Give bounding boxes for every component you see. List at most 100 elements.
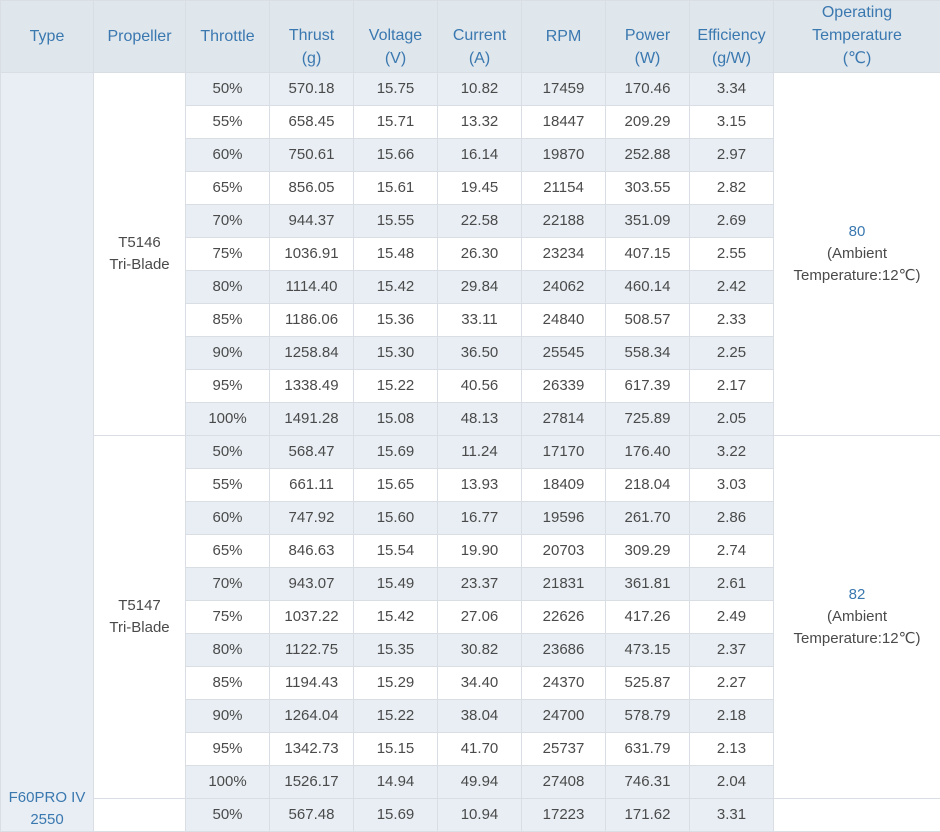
- header-temperature-unit: (℃): [774, 47, 940, 70]
- throttle-cell: 100%: [186, 403, 270, 436]
- power-cell: 460.14: [606, 271, 690, 304]
- thrust-cell: 1037.22: [270, 601, 354, 634]
- thrust-cell: 658.45: [270, 106, 354, 139]
- power-cell: 617.39: [606, 370, 690, 403]
- current-cell: 10.82: [438, 73, 522, 106]
- voltage-cell: 15.60: [354, 502, 438, 535]
- rpm-cell: 27408: [522, 766, 606, 799]
- efficiency-cell: 3.22: [690, 436, 774, 469]
- current-cell: 19.45: [438, 172, 522, 205]
- rpm-cell: 19870: [522, 139, 606, 172]
- rpm-cell: 17223: [522, 799, 606, 832]
- header-rpm: RPM: [522, 1, 606, 73]
- voltage-cell: 15.75: [354, 73, 438, 106]
- rpm-cell: 24370: [522, 667, 606, 700]
- thrust-cell: 1342.73: [270, 733, 354, 766]
- throttle-cell: 80%: [186, 634, 270, 667]
- efficiency-cell: 2.97: [690, 139, 774, 172]
- power-cell: 309.29: [606, 535, 690, 568]
- current-cell: 41.70: [438, 733, 522, 766]
- header-type: Type: [1, 1, 94, 73]
- thrust-cell: 1264.04: [270, 700, 354, 733]
- header-current-label: Current: [438, 24, 521, 47]
- header-thrust-label: Thrust: [270, 24, 353, 47]
- throttle-cell: 50%: [186, 799, 270, 832]
- header-efficiency: Efficiency (g/W): [690, 1, 774, 73]
- efficiency-cell: 3.34: [690, 73, 774, 106]
- throttle-cell: 75%: [186, 601, 270, 634]
- voltage-cell: 15.69: [354, 799, 438, 832]
- thrust-cell: 1194.43: [270, 667, 354, 700]
- current-cell: 26.30: [438, 238, 522, 271]
- efficiency-cell: 2.61: [690, 568, 774, 601]
- header-propeller: Propeller: [94, 1, 186, 73]
- header-thrust: Thrust (g): [270, 1, 354, 73]
- temperature-note: (Ambient: [774, 243, 940, 265]
- power-cell: 218.04: [606, 469, 690, 502]
- current-cell: 27.06: [438, 601, 522, 634]
- header-current-unit: (A): [438, 47, 521, 70]
- voltage-cell: 15.29: [354, 667, 438, 700]
- efficiency-cell: 2.33: [690, 304, 774, 337]
- rpm-cell: 25545: [522, 337, 606, 370]
- throttle-cell: 95%: [186, 370, 270, 403]
- voltage-cell: 15.08: [354, 403, 438, 436]
- thrust-cell: 750.61: [270, 139, 354, 172]
- rpm-cell: 18447: [522, 106, 606, 139]
- power-cell: 171.62: [606, 799, 690, 832]
- efficiency-cell: 3.15: [690, 106, 774, 139]
- power-cell: 631.79: [606, 733, 690, 766]
- header-row: Type Propeller Throttle Thrust (g) Volta…: [1, 1, 940, 73]
- throttle-cell: 90%: [186, 337, 270, 370]
- current-cell: 16.14: [438, 139, 522, 172]
- power-cell: 407.15: [606, 238, 690, 271]
- throttle-cell: 85%: [186, 667, 270, 700]
- efficiency-cell: 2.17: [690, 370, 774, 403]
- propeller-label-line: Tri-Blade: [94, 617, 185, 639]
- header-voltage: Voltage (V): [354, 1, 438, 73]
- voltage-cell: 15.30: [354, 337, 438, 370]
- operating-temperature-cell: [774, 799, 940, 832]
- throttle-cell: 95%: [186, 733, 270, 766]
- throttle-cell: 100%: [186, 766, 270, 799]
- current-cell: 38.04: [438, 700, 522, 733]
- efficiency-cell: 2.27: [690, 667, 774, 700]
- throttle-cell: 50%: [186, 73, 270, 106]
- voltage-cell: 14.94: [354, 766, 438, 799]
- rpm-cell: 17459: [522, 73, 606, 106]
- efficiency-cell: 3.31: [690, 799, 774, 832]
- temperature-value: 82: [774, 584, 940, 606]
- throttle-cell: 65%: [186, 172, 270, 205]
- current-cell: 23.37: [438, 568, 522, 601]
- temperature-note: Temperature:12℃): [774, 628, 940, 650]
- voltage-cell: 15.22: [354, 700, 438, 733]
- header-current: Current (A): [438, 1, 522, 73]
- thrust-cell: 943.07: [270, 568, 354, 601]
- voltage-cell: 15.36: [354, 304, 438, 337]
- efficiency-cell: 2.49: [690, 601, 774, 634]
- current-cell: 48.13: [438, 403, 522, 436]
- current-cell: 11.24: [438, 436, 522, 469]
- rpm-cell: 18409: [522, 469, 606, 502]
- power-cell: 351.09: [606, 205, 690, 238]
- rpm-cell: 23234: [522, 238, 606, 271]
- efficiency-cell: 2.37: [690, 634, 774, 667]
- power-cell: 508.57: [606, 304, 690, 337]
- power-cell: 746.31: [606, 766, 690, 799]
- current-cell: 34.40: [438, 667, 522, 700]
- current-cell: 22.58: [438, 205, 522, 238]
- voltage-cell: 15.69: [354, 436, 438, 469]
- power-cell: 525.87: [606, 667, 690, 700]
- current-cell: 13.93: [438, 469, 522, 502]
- voltage-cell: 15.55: [354, 205, 438, 238]
- rpm-cell: 23686: [522, 634, 606, 667]
- header-voltage-unit: (V): [354, 47, 437, 70]
- efficiency-cell: 2.18: [690, 700, 774, 733]
- power-cell: 725.89: [606, 403, 690, 436]
- thrust-cell: 570.18: [270, 73, 354, 106]
- temperature-value: 80: [774, 221, 940, 243]
- power-cell: 558.34: [606, 337, 690, 370]
- rpm-cell: 26339: [522, 370, 606, 403]
